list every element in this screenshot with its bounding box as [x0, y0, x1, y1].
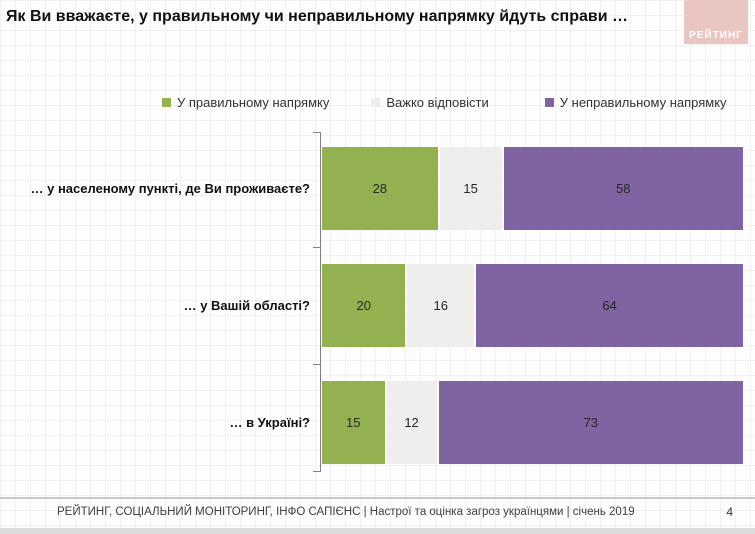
bottom-edge-strip [0, 528, 755, 534]
bar-segment-wrong-direction: 58 [503, 147, 744, 230]
legend-label: У правильному напрямку [177, 94, 330, 110]
legend-item-wrong-direction: У неправильному напрямку [544, 94, 727, 110]
footer-divider [0, 497, 755, 499]
rating-logo: РЕЙТИНГ [684, 0, 748, 44]
category-label-ukraine: … в Україні? [229, 415, 310, 430]
bar-row-settlement: 28 15 58 [322, 147, 744, 230]
axis-tick [313, 132, 321, 133]
bar-row-ukraine: 15 12 73 [322, 381, 743, 464]
bar-segment-right-direction: 15 [322, 381, 385, 464]
legend-swatch-green [162, 97, 171, 107]
bar-segment-wrong-direction: 73 [438, 381, 743, 464]
category-label-oblast: … у Вашій області? [183, 298, 310, 313]
axis-tick [313, 247, 321, 248]
page-number: 4 [726, 505, 733, 519]
axis-tick [313, 364, 321, 365]
chart-legend: У правильному напрямку Важко відповісти … [162, 94, 727, 110]
axis-tick [313, 471, 321, 472]
bar-row-oblast: 20 16 64 [322, 264, 743, 347]
legend-item-hard-to-say: Важко відповісти [371, 94, 489, 110]
legend-swatch-gray [371, 97, 381, 107]
legend-label: Важко відповісти [386, 94, 489, 110]
legend-item-right-direction: У правильному напрямку [162, 95, 329, 110]
bar-segment-wrong-direction: 64 [476, 264, 743, 347]
legend-swatch-purple [544, 97, 554, 107]
bar-segment-hard-to-say: 12 [386, 381, 437, 464]
bar-segment-right-direction: 28 [322, 147, 438, 230]
category-label-settlement: … у населеному пункті, де Ви проживаєте? [30, 181, 311, 196]
rating-logo-text: РЕЙТИНГ [689, 30, 743, 41]
legend-label: У неправильному напрямку [559, 94, 727, 110]
bar-segment-right-direction: 20 [322, 264, 406, 347]
chart-title: Як Ви вважаєте, у правильному чи неправи… [6, 8, 628, 25]
bar-segment-hard-to-say: 15 [439, 147, 502, 230]
category-axis-line [320, 132, 321, 471]
footer-source-text: РЕЙТИНГ, СОЦІАЛЬНИЙ МОНІТОРИНГ, ІНФО САП… [57, 506, 635, 518]
bar-segment-hard-to-say: 16 [407, 264, 475, 347]
